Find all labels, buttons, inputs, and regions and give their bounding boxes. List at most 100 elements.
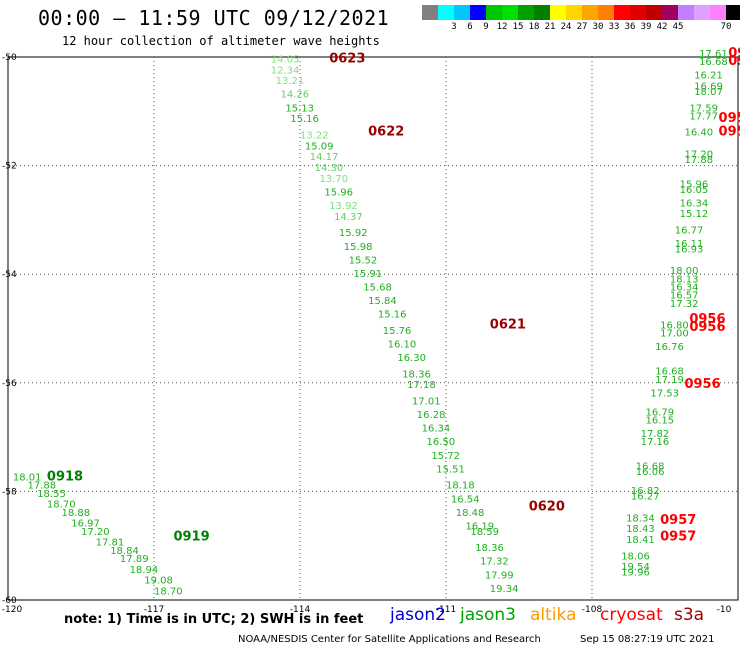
wave-height-label: 17.16 [641,437,670,448]
wave-height-label: 13.22 [300,130,329,141]
wave-height-label: 16.68 [655,367,684,378]
legend-tick-label: 15 [512,22,524,32]
wave-height-label: 15.52 [349,255,378,266]
wave-height-label: 16.34 [680,198,709,209]
wave-height-label: 16.05 [680,185,709,196]
track-time-label: 0622 [368,125,404,140]
legend-swatch [646,5,662,20]
wave-height-label: 18.59 [470,527,499,538]
wave-height-label: 17.32 [670,299,699,310]
wave-height-label: 17.19 [655,375,684,386]
credit-text: NOAA/NESDIS Center for Satellite Applica… [238,634,541,645]
wave-height-label: 16.68 [636,462,665,473]
y-tick-label: -56 [2,379,17,389]
wave-height-label: 16.76 [655,342,684,353]
wave-height-label: 16.69 [694,82,723,93]
wave-height-label: 16.28 [417,410,446,421]
wave-height-label: 19.96 [621,568,650,579]
legend-tick-label: 70 [720,22,732,32]
legend-swatch [518,5,534,20]
legend-tick-label: 24 [560,22,572,32]
wave-height-label: 15.96 [324,187,353,198]
wave-height-label: 16.57 [670,291,699,302]
x-tick-label: -108 [582,605,603,615]
wave-height-label: 18.43 [626,524,655,535]
wave-height-label: 17.59 [689,103,718,114]
mission-label-s3a: s3a [674,605,705,625]
wave-height-label: 15.84 [368,296,397,307]
wave-height-label: 16.93 [675,244,704,255]
wave-height-label: 18.18 [446,481,475,492]
wave-height-label: 15.16 [290,114,319,125]
wave-height-label: 16.11 [675,239,704,250]
track-time-label: 09 [728,46,740,61]
track-time-label: 0957 [660,529,696,544]
wave-height-label: 17.32 [480,557,509,568]
timestamp-text: Sep 15 08:27:19 UTC 2021 [580,634,715,645]
wave-height-label: 14.17 [310,152,339,163]
track-time-label: 095 [719,111,740,126]
wave-height-label: 18.36 [402,369,431,380]
note-text: note: 1) Time is in UTC; 2) SWH is in fe… [64,612,364,627]
wave-height-label: 16.54 [451,494,480,505]
legend-swatch [454,5,470,20]
legend-swatch [630,5,646,20]
wave-height-label: 19.34 [490,584,519,595]
legend-tick-label: 12 [496,22,508,32]
y-tick-label: -54 [2,270,17,280]
legend-swatch [678,5,694,20]
legend-tick-label: 6 [467,22,473,32]
wave-height-label: 15.92 [339,228,368,239]
legend-tick-label: 36 [624,22,636,32]
legend-tick-label: 30 [592,22,604,32]
chart-subtitle: 12 hour collection of altimeter wave hei… [62,34,380,48]
y-tick-label: -58 [2,487,17,497]
plot-frame [7,56,739,601]
wave-height-label: 16.97 [71,519,100,530]
legend-swatch [598,5,614,20]
x-tick-label: -114 [290,605,311,615]
wave-height-label: 18.55 [37,489,66,500]
legend-swatch [534,5,550,20]
wave-height-label: 18.36 [475,543,504,554]
x-tick-label: -10 [717,605,732,615]
track-time-label: 0957 [660,513,696,528]
wave-height-label: 17.20 [81,527,110,538]
legend-tick-label: 45 [672,22,684,32]
wave-height-label: 13.92 [329,201,358,212]
track-time-label: 0956 [689,312,725,327]
legend-tick-label: 3 [451,22,457,32]
legend-swatch [502,5,518,20]
wave-height-label: 17.00 [660,329,689,340]
y-tick-label: -52 [2,162,17,172]
wave-height-label: 18.01 [13,473,42,484]
mission-label-altika: altika [530,605,577,625]
mission-label-cryosat: cryosat [600,605,663,625]
wave-height-label: 14.26 [281,90,310,101]
x-tick-label: -117 [144,605,164,615]
wave-height-label: 16.30 [397,353,426,364]
legend-tick-label: 27 [576,22,588,32]
wave-height-label: 16.10 [388,340,417,351]
wave-height-label: 16.68 [699,57,728,68]
wave-height-label: 13.21 [276,76,305,87]
wave-height-label: 18.70 [154,587,183,598]
wave-height-label: 18.94 [130,565,159,576]
track-time-label: 0956 [689,320,725,335]
wave-height-label: 16.80 [660,321,689,332]
wave-height-label: 14.30 [315,163,344,174]
wave-height-label: 15.96 [680,179,709,190]
x-tick-label: -111 [436,605,456,615]
wave-height-label: 19.08 [144,576,173,587]
chart-title: 00:00 – 11:59 UTC 09/12/2021 [38,6,390,30]
wave-height-label: 16.82 [631,486,660,497]
wave-height-label: 17.18 [407,380,436,391]
legend-tick-label: 39 [640,22,652,32]
wave-height-label: 16.19 [465,521,494,532]
wave-height-label: 17.53 [650,388,679,399]
wave-height-label: 16.21 [694,71,723,82]
legend-swatch [438,5,454,20]
track-time-label: 0621 [490,318,526,333]
wave-height-label: 15.12 [680,209,709,220]
